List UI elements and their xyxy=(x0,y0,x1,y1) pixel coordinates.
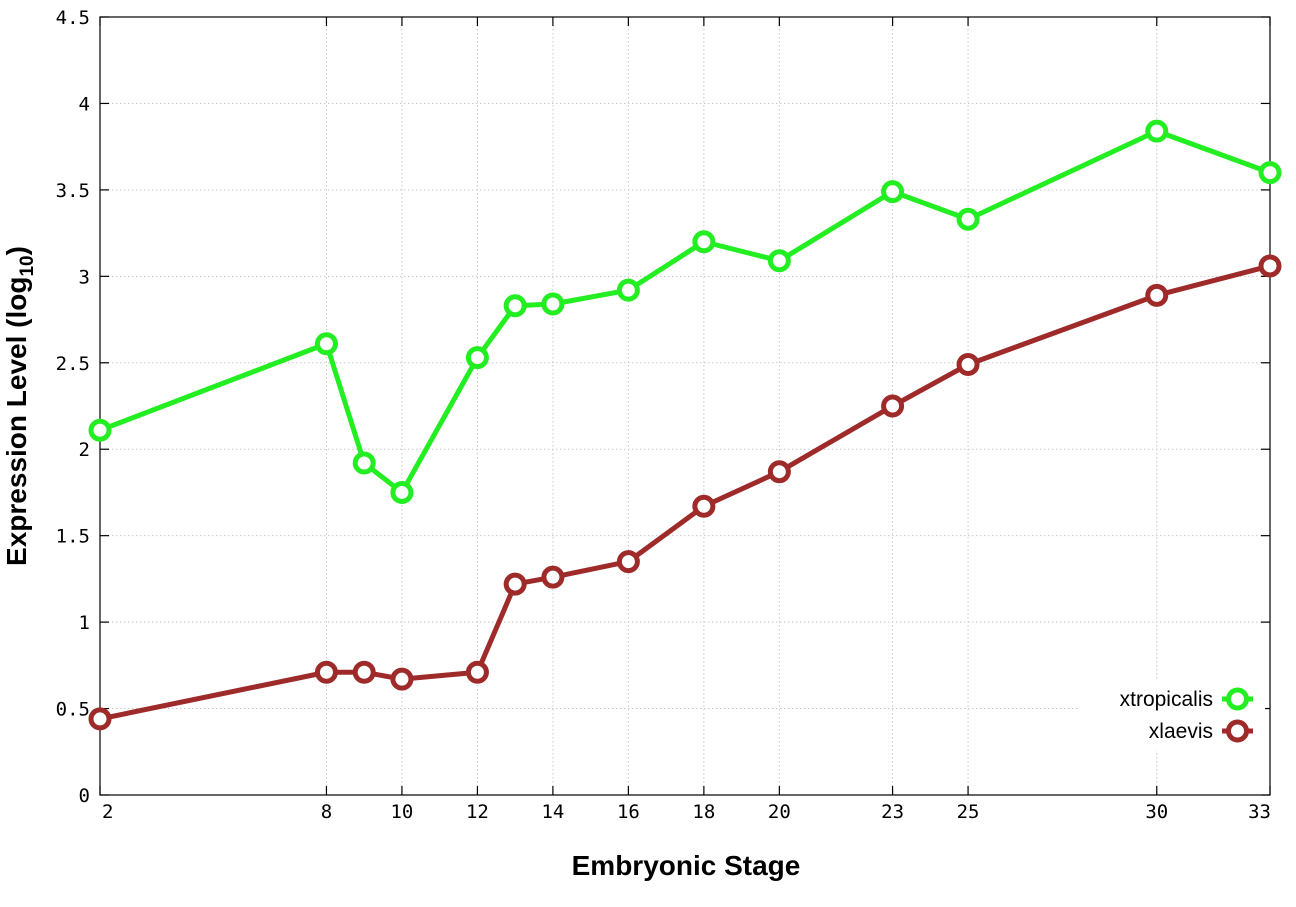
data-point xyxy=(503,294,527,318)
x-tick-label: 33 xyxy=(1248,801,1271,823)
y-tick-label: 2 xyxy=(79,439,90,461)
x-tick-label: 18 xyxy=(692,801,715,823)
plot-frame xyxy=(99,16,1271,796)
data-point xyxy=(352,451,376,475)
legend-marker xyxy=(1226,687,1249,711)
y-tick-label: 0 xyxy=(79,785,90,807)
data-point xyxy=(314,660,338,684)
x-axis-title: Embryonic Stage xyxy=(572,850,801,881)
data-point xyxy=(767,249,791,273)
x-tick-label: 10 xyxy=(390,801,413,823)
x-tick-label: 25 xyxy=(957,801,980,823)
y-tick-label: 1.5 xyxy=(56,526,90,548)
data-point xyxy=(390,480,414,504)
x-tick-label: 14 xyxy=(541,801,564,823)
axis-ticks: 0 0.5 1 1.5 2 2.5 3 3.5 4 4.5 2 8 10 12 14 16 18 20 23 25 30… xyxy=(56,7,1271,823)
y-axis-title-main: Expression Level (log xyxy=(1,277,32,566)
data-point xyxy=(1145,283,1169,307)
data-point xyxy=(956,207,980,231)
series-line xyxy=(99,263,1271,722)
y-tick-label: 2.5 xyxy=(56,353,90,375)
y-tick-label: 3 xyxy=(79,266,90,288)
series-xtropicalis xyxy=(88,119,1282,504)
y-tick-label: 0.5 xyxy=(56,699,90,721)
x-tick-label: 20 xyxy=(768,801,791,823)
data-point xyxy=(390,667,414,691)
data-point xyxy=(352,660,376,684)
y-tick-label: 3.5 xyxy=(56,180,90,202)
legend: xtropicalis xlaevis xyxy=(1080,680,1265,750)
y-tick-label: 4 xyxy=(79,93,90,115)
data-point xyxy=(314,332,338,356)
x-tick-label: 16 xyxy=(617,801,640,823)
data-point xyxy=(1258,254,1282,278)
series-line xyxy=(99,128,1271,495)
y-tick-label: 4.5 xyxy=(56,7,90,29)
x-tick-label: 8 xyxy=(321,801,332,823)
data-point xyxy=(692,494,716,518)
legend-label: xlaevis xyxy=(1149,720,1213,743)
x-tick-label: 23 xyxy=(881,801,904,823)
series-xlaevis xyxy=(88,254,1282,731)
data-point xyxy=(503,572,527,596)
y-tick-label: 1 xyxy=(79,612,90,634)
data-point xyxy=(1145,119,1169,143)
x-tick-label: 30 xyxy=(1145,801,1168,823)
y-axis-title-close: ) xyxy=(1,246,32,255)
data-point xyxy=(1258,161,1282,185)
y-axis-title-subscript: 10 xyxy=(17,255,38,276)
data-point xyxy=(692,230,716,254)
data-point xyxy=(616,550,640,574)
data-point xyxy=(465,346,489,370)
x-tick-label: 2 xyxy=(102,801,113,823)
data-point xyxy=(881,180,905,204)
data-point xyxy=(541,292,565,316)
data-point xyxy=(616,278,640,302)
data-point xyxy=(767,460,791,484)
legend-marker xyxy=(1226,719,1249,743)
data-point xyxy=(465,660,489,684)
data-point xyxy=(88,418,112,442)
y-axis-title: Expression Level (log10) xyxy=(1,246,38,566)
data-point xyxy=(881,394,905,418)
data-point xyxy=(88,707,112,731)
grid-lines xyxy=(100,17,1270,795)
x-tick-label: 12 xyxy=(466,801,489,823)
legend-label: xtropicalis xyxy=(1120,688,1213,711)
series-layer xyxy=(88,119,1282,731)
data-point xyxy=(956,353,980,377)
data-point xyxy=(541,565,565,589)
